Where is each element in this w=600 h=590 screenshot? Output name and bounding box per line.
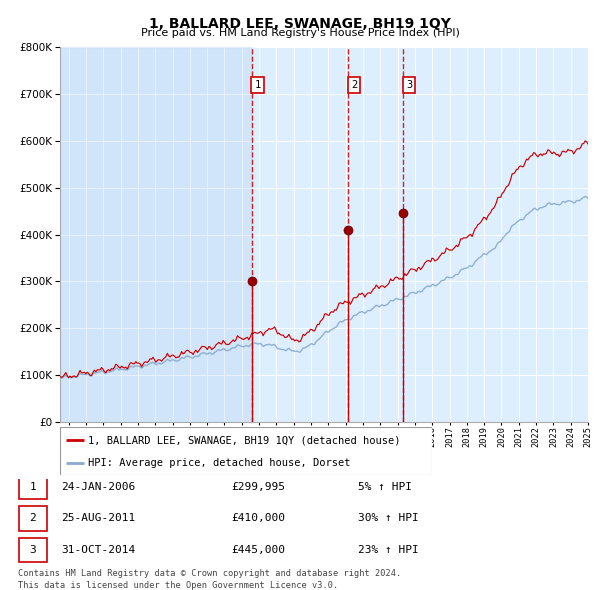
Text: 1: 1 (254, 80, 260, 90)
Text: Contains HM Land Registry data © Crown copyright and database right 2024.: Contains HM Land Registry data © Crown c… (18, 569, 401, 578)
Text: 25-AUG-2011: 25-AUG-2011 (61, 513, 135, 523)
FancyBboxPatch shape (19, 475, 47, 499)
FancyBboxPatch shape (19, 506, 47, 530)
FancyBboxPatch shape (19, 537, 47, 562)
Text: £410,000: £410,000 (231, 513, 285, 523)
Text: 24-JAN-2006: 24-JAN-2006 (61, 482, 135, 492)
Text: 23% ↑ HPI: 23% ↑ HPI (358, 545, 418, 555)
Text: 30% ↑ HPI: 30% ↑ HPI (358, 513, 418, 523)
Text: 2: 2 (351, 80, 357, 90)
Text: £299,995: £299,995 (231, 482, 285, 492)
Text: 31-OCT-2014: 31-OCT-2014 (61, 545, 135, 555)
Text: 5% ↑ HPI: 5% ↑ HPI (358, 482, 412, 492)
Text: 1, BALLARD LEE, SWANAGE, BH19 1QY (detached house): 1, BALLARD LEE, SWANAGE, BH19 1QY (detac… (88, 435, 400, 445)
Text: 2: 2 (29, 513, 36, 523)
Text: Price paid vs. HM Land Registry's House Price Index (HPI): Price paid vs. HM Land Registry's House … (140, 28, 460, 38)
Text: 3: 3 (29, 545, 36, 555)
Text: This data is licensed under the Open Government Licence v3.0.: This data is licensed under the Open Gov… (18, 581, 338, 590)
FancyBboxPatch shape (60, 427, 432, 475)
Text: 1, BALLARD LEE, SWANAGE, BH19 1QY: 1, BALLARD LEE, SWANAGE, BH19 1QY (149, 17, 451, 31)
Bar (60, 47, 251, 422)
Text: HPI: Average price, detached house, Dorset: HPI: Average price, detached house, Dors… (88, 458, 350, 468)
Text: £445,000: £445,000 (231, 545, 285, 555)
Text: 1: 1 (29, 482, 36, 492)
Text: 3: 3 (406, 80, 412, 90)
